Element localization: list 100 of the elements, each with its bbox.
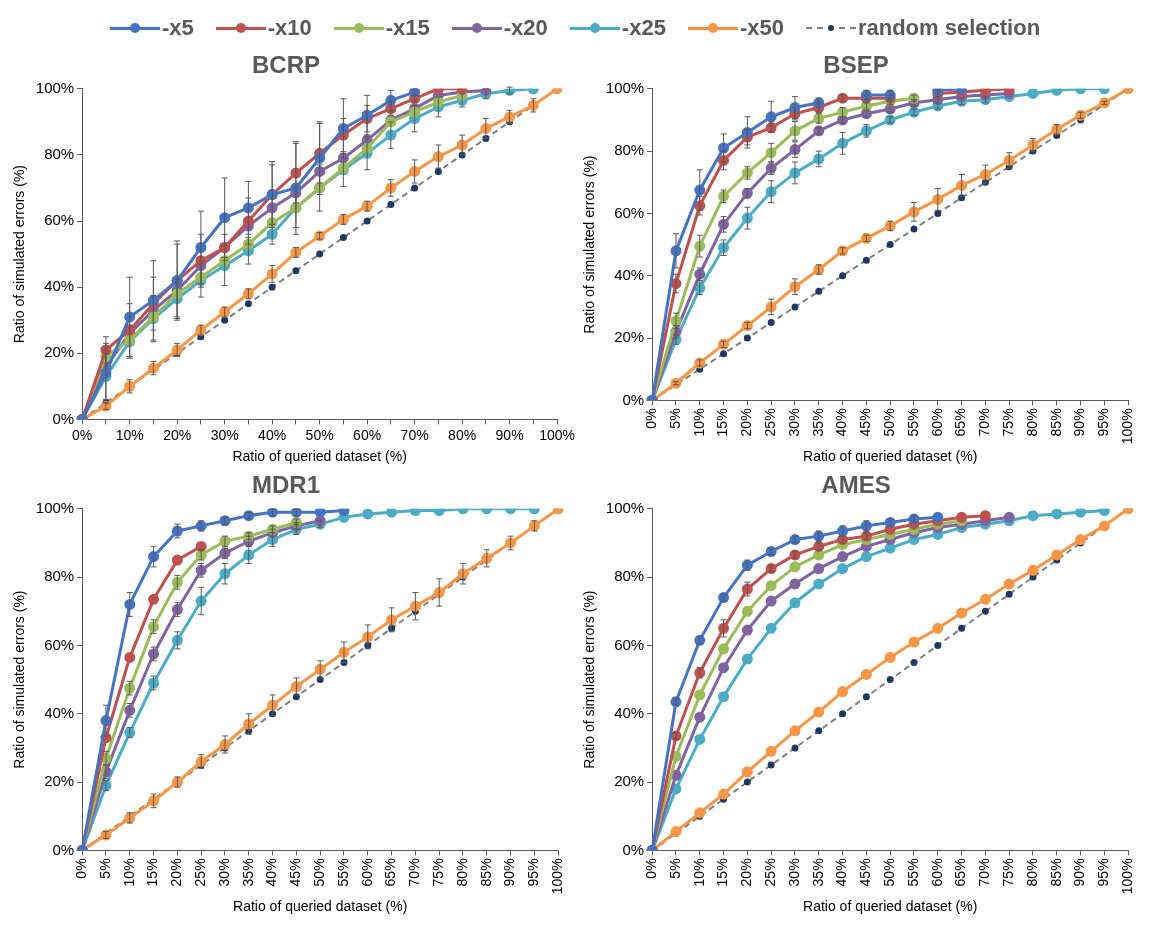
x-tick-label: 40% (258, 426, 287, 443)
x-tick-label: 85% (1047, 408, 1064, 437)
x-tick-label: 10% (690, 408, 707, 437)
x-tick-label: 55% (334, 858, 351, 887)
y-tick-label: 20% (614, 772, 645, 790)
x-tick-label: 35% (809, 408, 826, 437)
x-tick-label: 80% (448, 426, 477, 443)
x-tick-label: 95% (1095, 408, 1112, 437)
chart-title: MDR1 (251, 471, 321, 499)
x-tick-label: 100% (1119, 408, 1136, 445)
x-tick-label: 25% (762, 408, 779, 437)
y-tick-label: 40% (44, 277, 75, 295)
x-tick-label: 15% (144, 858, 161, 887)
y-tick-label: 40% (44, 703, 75, 721)
x-tick-label: 10% (690, 858, 707, 887)
x-tick-label: 75% (1000, 408, 1017, 437)
x-tick-label: 65% (952, 408, 969, 437)
y-tick-label: 0% (622, 390, 645, 408)
x-tick-label: 30% (785, 408, 802, 437)
x-tick-label: 100% (539, 426, 575, 443)
y-tick-label: 80% (44, 567, 75, 585)
y-tick-label: 100% (605, 498, 645, 516)
x-axis-title: Ratio of queried dataset (%) (803, 448, 978, 465)
x-axis-title: Ratio of queried dataset (%) (232, 448, 407, 465)
x-tick-label: 80% (1023, 858, 1040, 887)
y-tick-label: 40% (614, 265, 645, 283)
x-tick-label: 25% (192, 858, 209, 887)
y-tick-label: 100% (35, 498, 75, 516)
x-tick-label: 40% (833, 858, 850, 887)
legend-label: -x50 (739, 15, 784, 41)
x-tick-label: 5% (96, 858, 113, 879)
x-tick-label: 85% (477, 858, 494, 887)
x-tick-label: 60% (358, 858, 375, 887)
x-tick-label: 70% (406, 858, 423, 887)
y-tick-label: 0% (52, 840, 75, 858)
x-tick-label: 90% (1071, 858, 1088, 887)
x-tick-label: 0% (643, 408, 660, 429)
x-tick-label: 30% (215, 858, 232, 887)
y-tick-label: 100% (605, 78, 645, 96)
x-tick-label: 30% (210, 426, 239, 443)
x-tick-label: 70% (976, 858, 993, 887)
y-tick-label: 80% (614, 567, 645, 585)
y-tick-label: 60% (44, 635, 75, 653)
legend-label: -x5 (161, 15, 194, 41)
x-tick-label: 50% (305, 426, 334, 443)
x-tick-label: 10% (120, 858, 137, 887)
x-tick-label: 35% (239, 858, 256, 887)
x-tick-label: 45% (287, 858, 304, 887)
y-tick-label: 80% (614, 141, 645, 159)
x-tick-label: 35% (809, 858, 826, 887)
y-tick-label: 60% (614, 203, 645, 221)
chart-title: BSEP (823, 51, 889, 79)
x-tick-label: 15% (714, 408, 731, 437)
x-axis-title: Ratio of queried dataset (%) (803, 898, 978, 915)
y-axis-title: Ratio of simulated errors (%) (11, 165, 28, 344)
y-tick-label: 100% (35, 78, 75, 96)
y-tick-label: 20% (614, 328, 645, 346)
x-tick-label: 100% (1119, 858, 1136, 895)
x-tick-label: 5% (666, 858, 683, 879)
legend-label: -x25 (621, 15, 666, 41)
x-tick-label: 10% (115, 426, 144, 443)
y-tick-label: 60% (44, 211, 75, 229)
x-tick-label: 85% (1047, 858, 1064, 887)
legend-label: random selection (857, 15, 1041, 41)
legend-label: -x10 (267, 15, 312, 41)
y-tick-label: 80% (44, 145, 75, 163)
x-tick-label: 45% (857, 858, 874, 887)
x-tick-label: 55% (904, 858, 921, 887)
x-tick-label: 55% (904, 408, 921, 437)
x-tick-label: 15% (714, 858, 731, 887)
x-tick-label: 60% (928, 858, 945, 887)
x-tick-label: 20% (738, 408, 755, 437)
x-tick-label: 95% (525, 858, 542, 887)
y-tick-label: 0% (622, 840, 645, 858)
y-tick-label: 40% (614, 703, 645, 721)
y-axis-title: Ratio of simulated errors (%) (11, 590, 28, 769)
x-tick-label: 60% (353, 426, 382, 443)
x-tick-label: 0% (72, 426, 93, 443)
x-tick-label: 50% (881, 408, 898, 437)
x-tick-label: 80% (1023, 408, 1040, 437)
x-tick-label: 75% (1000, 858, 1017, 887)
x-tick-label: 90% (495, 426, 524, 443)
x-tick-label: 75% (430, 858, 447, 887)
x-tick-label: 5% (666, 408, 683, 429)
x-tick-label: 40% (263, 858, 280, 887)
x-tick-label: 30% (785, 858, 802, 887)
x-tick-label: 0% (73, 858, 90, 879)
chart-title: BCRP (251, 51, 321, 79)
x-tick-label: 45% (857, 408, 874, 437)
x-tick-label: 25% (762, 858, 779, 887)
chart-title: AMES (821, 471, 891, 499)
x-tick-label: 95% (1095, 858, 1112, 887)
y-tick-label: 20% (44, 343, 75, 361)
x-tick-label: 65% (952, 858, 969, 887)
x-tick-label: 20% (168, 858, 185, 887)
x-tick-label: 70% (976, 408, 993, 437)
x-tick-label: 50% (881, 858, 898, 887)
x-tick-label: 50% (311, 858, 328, 887)
y-tick-label: 20% (44, 772, 75, 790)
legend-label: -x20 (503, 15, 548, 41)
